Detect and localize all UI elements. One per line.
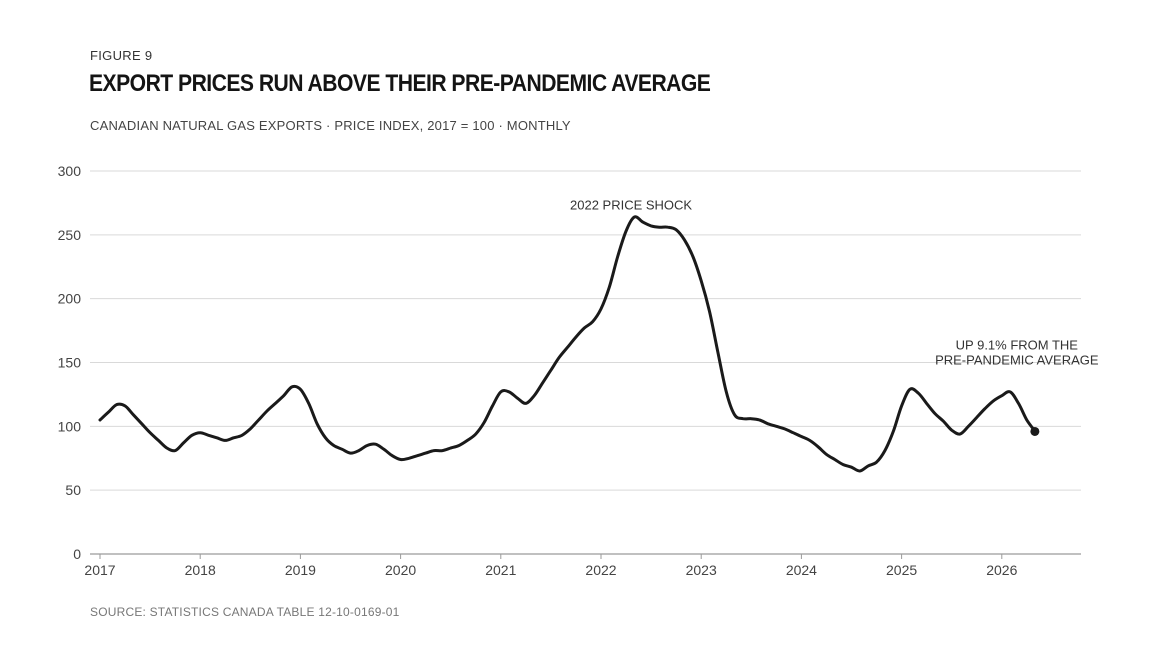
y-tick-label-150: 150: [58, 355, 82, 371]
y-tick-label-100: 100: [58, 418, 82, 434]
annotation-1-line-0: UP 9.1% FROM THE: [956, 338, 1079, 353]
x-tick-label-2023: 2023: [686, 562, 717, 578]
chart-subtitle: CANADIAN NATURAL GAS EXPORTS · PRICE IND…: [90, 118, 571, 133]
y-tick-label-250: 250: [58, 227, 82, 243]
y-tick-label-0: 0: [73, 546, 81, 562]
x-tick-label-2026: 2026: [986, 562, 1017, 578]
annotation-0-line-0: 2022 PRICE SHOCK: [570, 197, 692, 212]
x-tick-label-2020: 2020: [385, 562, 416, 578]
x-tick-label-2017: 2017: [84, 562, 115, 578]
annotations: 2022 PRICE SHOCK UP 9.1% FROM THE PRE-PAND…: [570, 197, 1099, 367]
x-tick-label-2024: 2024: [786, 562, 817, 578]
y-tick-label-200: 200: [58, 291, 82, 307]
gridlines: [90, 170, 1081, 491]
series-line-0: [98, 215, 1037, 473]
x-tick-label-2022: 2022: [585, 562, 616, 578]
chart-title: EXPORT PRICES RUN ABOVE THEIR PRE-PANDEM…: [89, 70, 711, 97]
x-tick-label-2019: 2019: [285, 562, 316, 578]
annotation-1-line-1: PRE-PANDEMIC AVERAGE: [935, 353, 1099, 368]
figure-label: FIGURE 9: [90, 48, 153, 63]
y-tick-label-50: 50: [65, 482, 81, 498]
end-point-marker: [1030, 426, 1040, 436]
x-axis: 2017 2018 2019 2020 2021 2022 2023 2024 2025 2026: [84, 553, 1081, 578]
annotation-0: 2022 PRICE SHOCK: [570, 197, 692, 212]
y-tick-label-300: 300: [58, 163, 82, 179]
source-note: SOURCE: STATISTICS CANADA TABLE 12-10-01…: [90, 605, 400, 619]
annotation-1: UP 9.1% FROM THE PRE-PANDEMIC AVERAGE: [935, 338, 1099, 368]
x-tick-label-2025: 2025: [886, 562, 917, 578]
y-axis: 0 50 100 150 200 250 300: [58, 163, 82, 562]
x-tick-label-2018: 2018: [185, 562, 216, 578]
series-layer: [98, 215, 1040, 473]
x-tick-label-2021: 2021: [485, 562, 516, 578]
